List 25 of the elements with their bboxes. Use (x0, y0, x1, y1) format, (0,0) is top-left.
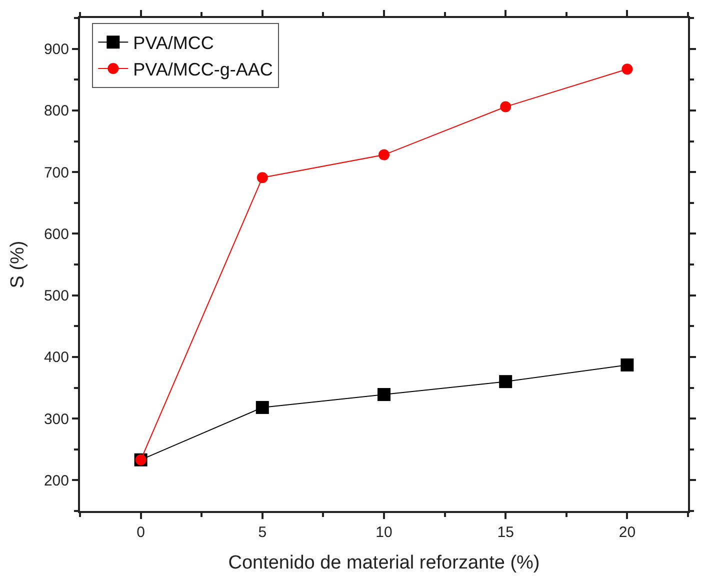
x-tick-label: 15 (497, 524, 514, 541)
legend-label: PVA/MCC (133, 33, 214, 54)
y-tick-label: 800 (44, 102, 69, 120)
y-axis-title: S (%) (7, 240, 28, 288)
x-tick-label: 0 (136, 524, 145, 541)
y-tick-label: 200 (44, 472, 69, 490)
point (622, 64, 633, 75)
point (500, 101, 512, 112)
point (499, 375, 512, 388)
y-tick-label: 500 (44, 288, 69, 305)
point (620, 358, 634, 372)
y-tick-label: 600 (44, 226, 69, 243)
point (378, 388, 390, 402)
y-tick-label: 400 (44, 349, 69, 366)
x-tick-label: 5 (258, 524, 267, 541)
point (378, 149, 390, 160)
y-tick-label: 700 (44, 164, 69, 182)
x-axis-title: Contenido de material reforzante (%) (228, 552, 540, 574)
point (256, 400, 269, 414)
y-tick-label: 300 (44, 410, 69, 428)
point (256, 172, 268, 184)
x-tick-label: 10 (376, 524, 392, 541)
y-tick-label: 900 (44, 41, 69, 58)
legend-label: PVA/MCC-g-AAC (133, 60, 273, 80)
x-tick-label: 20 (618, 524, 636, 541)
